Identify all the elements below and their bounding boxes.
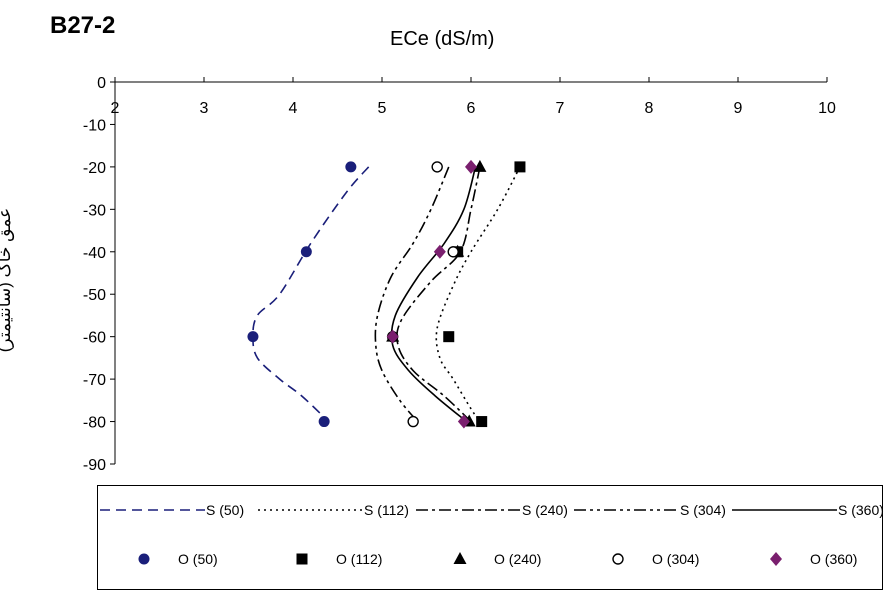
x-tick-label: 9 bbox=[734, 100, 743, 117]
legend-label: S (360) bbox=[838, 502, 884, 518]
legend-label: O (112) bbox=[336, 551, 383, 567]
series-line-s-50 bbox=[252, 166, 370, 423]
legend-swatch bbox=[416, 509, 521, 511]
legend-item-s-360: S (360) bbox=[732, 500, 884, 520]
data-point-o-304 bbox=[407, 415, 419, 428]
data-point-o-50 bbox=[247, 331, 259, 343]
y-tick-label: -80 bbox=[83, 415, 106, 432]
data-point-o-240 bbox=[473, 159, 487, 172]
legend-label: O (240) bbox=[494, 551, 542, 567]
x-tick-label: 5 bbox=[378, 100, 387, 117]
legend-label: O (360) bbox=[810, 551, 858, 567]
legend-marker-swatch bbox=[770, 552, 782, 566]
series-line-s-360 bbox=[390, 166, 477, 423]
data-point-o-112 bbox=[476, 416, 488, 428]
legend-label: O (304) bbox=[652, 551, 700, 567]
data-point-o-112 bbox=[443, 331, 455, 343]
x-tick-label: 10 bbox=[818, 100, 836, 117]
chart-plot-area: 2 3 4 5 6 7 8 9 10 0 -10 -20 -30 -40 -50 -60 -70 -80 -90 bbox=[83, 75, 836, 474]
legend-label: O (50) bbox=[178, 551, 218, 567]
legend-swatch bbox=[732, 509, 837, 511]
data-point-o-50 bbox=[318, 416, 330, 428]
legend-item-s-304: S (304) bbox=[574, 500, 729, 520]
data-point-o-360 bbox=[386, 329, 399, 344]
series-line-s-304 bbox=[374, 166, 450, 423]
y-tick-label: -10 bbox=[83, 117, 106, 134]
legend-item-o-360: O (360) bbox=[732, 549, 884, 569]
legend-swatch bbox=[296, 553, 308, 565]
x-tick-label: 3 bbox=[200, 100, 209, 117]
data-point-o-50 bbox=[300, 246, 312, 258]
y-tick-label: 0 bbox=[97, 75, 106, 92]
data-point-o-112 bbox=[514, 161, 526, 173]
legend-marker-swatch bbox=[138, 553, 150, 565]
y-tick-label: -20 bbox=[83, 160, 106, 177]
legend-swatch bbox=[100, 509, 205, 511]
y-tick-label: -70 bbox=[83, 372, 106, 389]
y-tick-label: -90 bbox=[83, 457, 106, 474]
x-tick-label: 2 bbox=[111, 100, 120, 117]
legend-item-o-112: O (112) bbox=[258, 549, 413, 569]
legend-item-o-304: O (304) bbox=[574, 549, 729, 569]
x-tick-label: 4 bbox=[289, 100, 298, 117]
legend-item-o-50: O (50) bbox=[100, 549, 255, 569]
series-line-s-112 bbox=[435, 166, 521, 423]
legend-swatch bbox=[574, 509, 679, 511]
y-tick-label: -50 bbox=[83, 287, 106, 304]
legend-marker-swatch bbox=[612, 553, 624, 565]
x-axis-title: ECe (dS/m) bbox=[390, 28, 495, 50]
data-point-o-304 bbox=[447, 246, 459, 258]
legend-label: S (304) bbox=[680, 502, 726, 518]
y-tick-label: -30 bbox=[83, 202, 106, 219]
data-point-o-50 bbox=[345, 161, 357, 173]
legend-swatch bbox=[770, 552, 782, 566]
legend-marker-swatch bbox=[296, 553, 308, 565]
data-point-o-304 bbox=[431, 161, 443, 173]
x-tick-label: 8 bbox=[645, 100, 654, 117]
chart-legend: S (50) S (112) S (240) S (304) S (360) O (50)… bbox=[97, 485, 884, 590]
legend-item-s-50: S (50) bbox=[100, 500, 255, 520]
data-point-o-360 bbox=[457, 414, 470, 429]
legend-swatch bbox=[612, 553, 624, 565]
legend-swatch bbox=[138, 553, 150, 565]
y-tick-label: -60 bbox=[83, 330, 106, 347]
y-tick-label: -40 bbox=[83, 245, 106, 262]
data-point-o-360 bbox=[465, 159, 477, 174]
legend-marker-swatch bbox=[453, 552, 467, 564]
legend-label: S (240) bbox=[522, 502, 568, 518]
legend-swatch bbox=[258, 509, 363, 511]
x-tick-label: 7 bbox=[556, 100, 565, 117]
legend-label: S (112) bbox=[364, 502, 409, 518]
x-tick-label: 6 bbox=[467, 100, 476, 117]
legend-item-o-240: O (240) bbox=[416, 549, 571, 569]
legend-item-s-112: S (112) bbox=[258, 500, 413, 520]
series-line-s-240 bbox=[396, 166, 481, 423]
legend-item-s-240: S (240) bbox=[416, 500, 571, 520]
panel-label: B27-2 bbox=[50, 12, 116, 39]
legend-label: S (50) bbox=[206, 502, 245, 518]
legend-swatch bbox=[453, 552, 467, 564]
data-point-o-360 bbox=[433, 244, 446, 259]
